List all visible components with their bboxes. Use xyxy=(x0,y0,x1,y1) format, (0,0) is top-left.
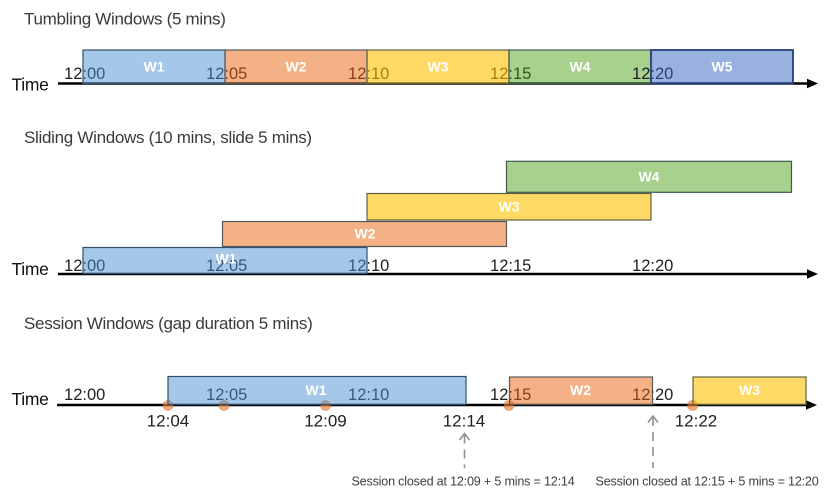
svg-text:W1: W1 xyxy=(306,382,327,398)
svg-text:12:14: 12:14 xyxy=(443,412,486,431)
svg-text:W1: W1 xyxy=(144,59,165,75)
svg-text:W1: W1 xyxy=(216,251,237,267)
svg-text:W2: W2 xyxy=(355,226,376,242)
svg-text:12:09: 12:09 xyxy=(304,412,347,431)
svg-text:W4: W4 xyxy=(570,59,591,75)
svg-text:W3: W3 xyxy=(428,59,449,75)
svg-text:W3: W3 xyxy=(739,382,760,398)
svg-text:12:22: 12:22 xyxy=(675,412,718,431)
svg-text:Session Windows (gap duration: Session Windows (gap duration 5 mins) xyxy=(24,314,312,333)
svg-text:W2: W2 xyxy=(286,59,307,75)
svg-text:W5: W5 xyxy=(712,59,733,75)
svg-text:12:04: 12:04 xyxy=(147,412,190,431)
svg-text:Sliding Windows (10 mins, slid: Sliding Windows (10 mins, slide 5 mins) xyxy=(24,128,312,147)
svg-text:12:20: 12:20 xyxy=(632,257,673,275)
svg-text:12:00: 12:00 xyxy=(64,386,105,404)
svg-text:Time: Time xyxy=(12,389,49,409)
svg-text:W3: W3 xyxy=(499,199,520,215)
svg-text:W2: W2 xyxy=(570,382,591,398)
svg-text:Tumbling Windows (5 mins): Tumbling Windows (5 mins) xyxy=(24,10,226,29)
svg-text:W4: W4 xyxy=(639,169,660,185)
svg-text:Session closed at 12:15 + 5 mi: Session closed at 12:15 + 5 mins = 12:20 xyxy=(596,475,819,489)
svg-text:Time: Time xyxy=(12,75,49,95)
svg-text:Time: Time xyxy=(12,259,49,279)
svg-text:12:15: 12:15 xyxy=(490,257,531,275)
svg-text:Session closed at 12:09 + 5 mi: Session closed at 12:09 + 5 mins = 12:14 xyxy=(351,475,574,489)
